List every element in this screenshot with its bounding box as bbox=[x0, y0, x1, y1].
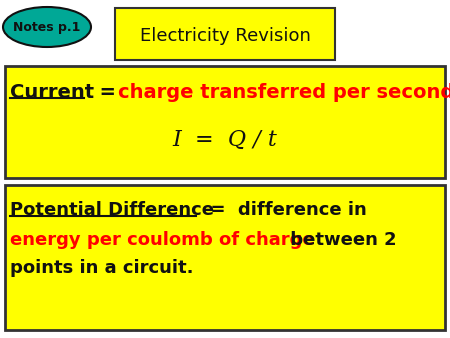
Text: I  =  Q / t: I = Q / t bbox=[172, 129, 278, 151]
FancyBboxPatch shape bbox=[115, 8, 335, 60]
Text: Current: Current bbox=[10, 82, 94, 101]
FancyBboxPatch shape bbox=[5, 185, 445, 330]
Text: Notes p.1: Notes p.1 bbox=[14, 21, 81, 33]
Text: energy per coulomb of charge: energy per coulomb of charge bbox=[10, 231, 315, 249]
Text: between 2: between 2 bbox=[284, 231, 396, 249]
FancyBboxPatch shape bbox=[5, 66, 445, 178]
Text: Potential Difference: Potential Difference bbox=[10, 201, 214, 219]
Ellipse shape bbox=[3, 7, 91, 47]
Text: charge transferred per second: charge transferred per second bbox=[118, 82, 450, 101]
Text: Electricity Revision: Electricity Revision bbox=[140, 27, 310, 45]
Text: points in a circuit.: points in a circuit. bbox=[10, 259, 194, 277]
Text: =  difference in: = difference in bbox=[198, 201, 367, 219]
Text: =: = bbox=[86, 82, 130, 101]
